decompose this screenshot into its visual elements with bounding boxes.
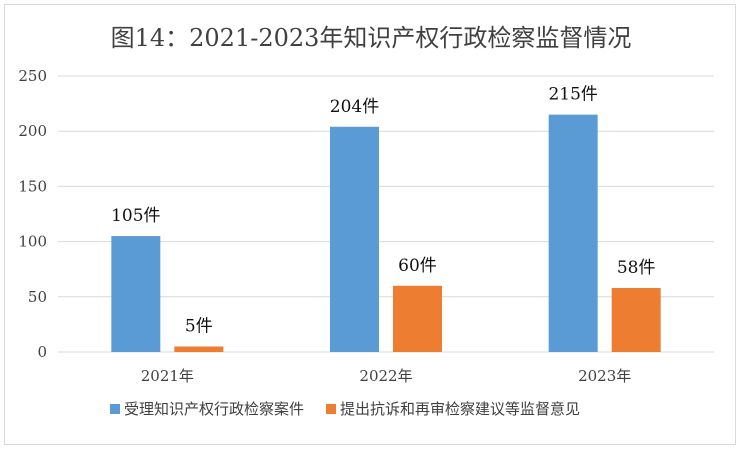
legend-swatch (326, 404, 336, 414)
y-tick-label: 100 (18, 233, 47, 251)
legend-label: 提出抗诉和再审检察建议等监督意见 (340, 400, 580, 418)
x-tick-label: 2021年 (141, 367, 194, 385)
x-tick-label: 2022年 (359, 367, 412, 385)
x-tick-label: 2023年 (578, 367, 631, 385)
y-tick-label: 250 (18, 67, 47, 85)
data-label: 5件 (185, 316, 213, 336)
chart-title: 图14：2021-2023年知识产权行政检察监督情况 (110, 24, 632, 52)
bar (111, 236, 161, 352)
bar (174, 346, 224, 352)
y-tick-label: 50 (28, 288, 47, 306)
data-label: 60件 (398, 256, 437, 276)
y-tick-label: 200 (18, 122, 47, 140)
y-tick-label: 0 (37, 343, 47, 361)
data-label: 58件 (617, 258, 656, 278)
data-label: 215件 (548, 85, 597, 105)
bar (548, 114, 598, 352)
bar (330, 126, 379, 352)
legend-label: 受理知识产权行政检察案件 (124, 400, 304, 418)
data-label: 204件 (330, 97, 379, 117)
bar (393, 285, 442, 352)
data-label: 105件 (111, 206, 160, 226)
legend-swatch (110, 404, 120, 414)
bar (611, 287, 661, 352)
y-tick-label: 150 (18, 177, 47, 195)
